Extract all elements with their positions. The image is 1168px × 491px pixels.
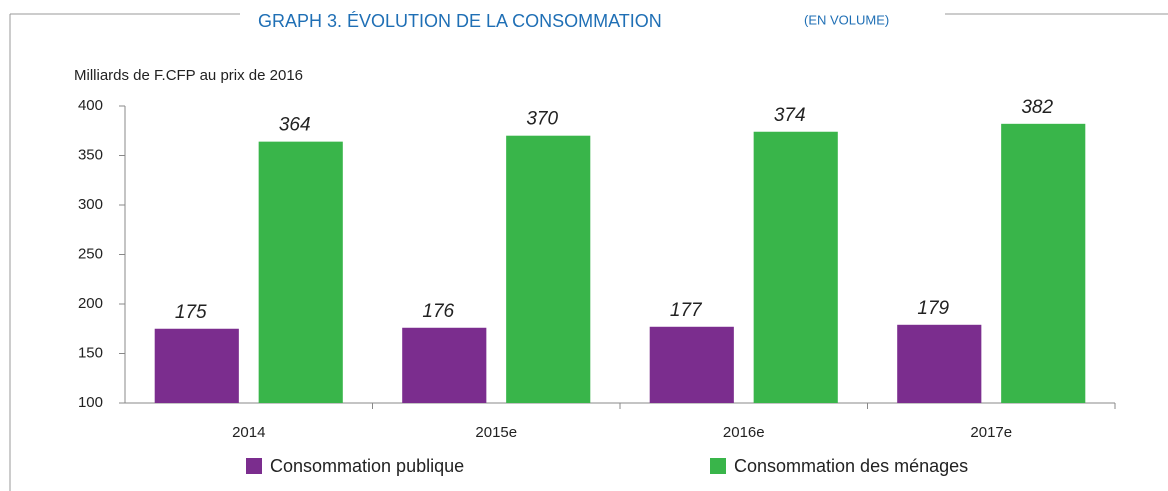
value-label: 176 [422, 301, 454, 322]
bar [154, 328, 239, 403]
bar [649, 326, 734, 403]
bar [897, 324, 982, 403]
x-tick-label: 2015e [475, 424, 517, 441]
y-tick-label: 400 [78, 97, 103, 114]
legend-label: Consommation publique [270, 456, 464, 476]
value-label: 177 [670, 300, 703, 321]
y-tick-label: 350 [78, 146, 103, 163]
bar [753, 131, 838, 404]
legend-swatch [710, 458, 726, 474]
y-tick-label: 300 [78, 196, 103, 213]
y-tick-label: 150 [78, 344, 103, 361]
bar [258, 141, 343, 403]
y-tick-label: 200 [78, 295, 103, 312]
value-label: 374 [774, 105, 806, 126]
legend-swatch [246, 458, 262, 474]
value-label: 370 [526, 109, 558, 130]
value-label: 175 [175, 302, 207, 323]
y-tick-label: 100 [78, 394, 103, 411]
bar [402, 327, 487, 403]
value-label: 382 [1021, 97, 1053, 118]
x-tick-label: 2014 [232, 424, 265, 441]
value-label: 364 [279, 115, 311, 136]
x-tick-label: 2016e [723, 424, 765, 441]
y-tick-label: 250 [78, 245, 103, 262]
bar [506, 135, 591, 403]
legend-label: Consommation des ménages [734, 456, 968, 476]
chart-title: GRAPH 3. ÉVOLUTION DE LA CONSOMMATION [258, 11, 662, 31]
x-tick-label: 2017e [970, 424, 1012, 441]
bar [1001, 123, 1086, 403]
y-axis-label: Milliards de F.CFP au prix de 2016 [74, 67, 303, 84]
value-label: 179 [917, 298, 949, 319]
chart-subtitle: (EN VOLUME) [804, 12, 889, 27]
